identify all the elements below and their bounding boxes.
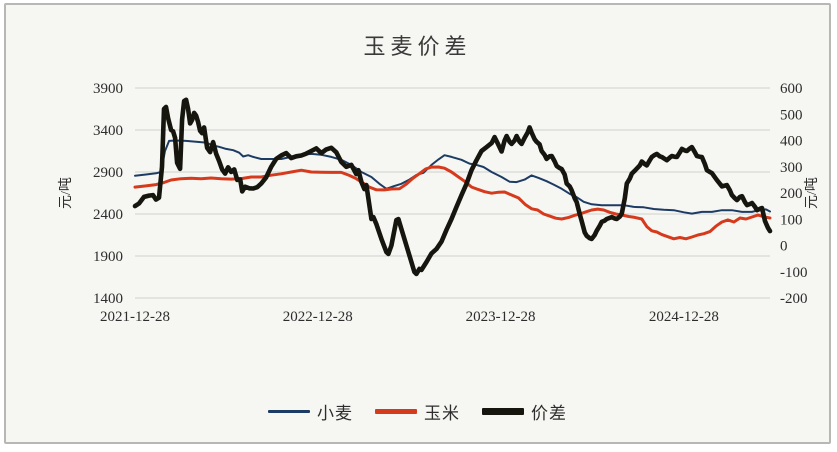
- y-right-tick-label: 100: [780, 212, 803, 228]
- y-left-tick-label: 1900: [93, 249, 123, 265]
- y-right-tick-label: -200: [780, 291, 808, 307]
- legend-label-spread: 价差: [531, 404, 567, 423]
- y-right-axis-title: 元/吨: [804, 177, 820, 209]
- y-left-tick-label: 3900: [93, 81, 123, 97]
- x-tick-label: 2024-12-28: [649, 309, 719, 325]
- x-tick-label: 2023-12-28: [466, 309, 536, 325]
- y-left-tick-label: 1400: [93, 291, 123, 307]
- y-right-tick-label: 600: [780, 81, 803, 97]
- legend-item-spread: 价差: [482, 399, 567, 424]
- chart-title: 玉麦价差: [363, 34, 472, 59]
- series-line-价差: [132, 97, 773, 277]
- legend-item-corn: 玉米: [375, 399, 460, 424]
- chart-panel: 玉麦价差 1400 1900 2400 2900 3400 3900 -200 -100 0 10…: [4, 3, 831, 444]
- y-left-axis-title: 元/吨: [58, 177, 74, 209]
- y-left-tick-label: 2400: [93, 207, 123, 223]
- corn-line-swatch-icon: [375, 409, 417, 414]
- wheat-line-swatch-icon: [268, 409, 310, 414]
- x-tick-label: 2022-12-28: [283, 309, 353, 325]
- y-right-tick-label: 0: [780, 239, 788, 255]
- series-line-玉米: [133, 165, 772, 241]
- y-left-tick-label: 2900: [93, 165, 123, 181]
- y-right-tick-label: 200: [780, 186, 803, 202]
- line-chart-plot: 1400 1900 2400 2900 3400 3900 -200 -100 0 100 200 3…: [58, 81, 820, 325]
- y-right-tick-label: 300: [780, 160, 803, 176]
- y-right-tick-label: 400: [780, 134, 803, 150]
- legend-label-wheat: 小麦: [317, 404, 353, 423]
- legend-item-wheat: 小麦: [268, 399, 353, 424]
- y-left-tick-label: 3400: [93, 123, 123, 139]
- spread-line-swatch-icon: [482, 408, 524, 415]
- legend-label-corn: 玉米: [424, 404, 460, 423]
- y-right-tick-label: 500: [780, 107, 803, 123]
- series-line-小麦: [134, 139, 771, 215]
- x-tick-label: 2021-12-28: [100, 309, 170, 325]
- chart-legend: 小麦 玉米 价差: [6, 399, 829, 424]
- y-right-tick-label: -100: [780, 265, 808, 281]
